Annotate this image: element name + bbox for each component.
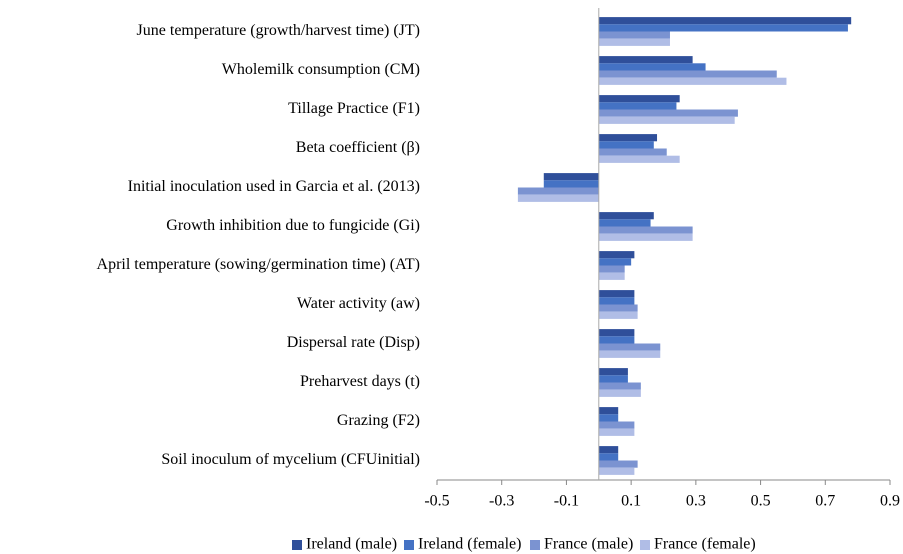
bar <box>598 350 661 358</box>
y-tick-label: June temperature (growth/harvest time) (… <box>137 22 420 39</box>
x-tick-label: -0.1 <box>554 493 579 510</box>
x-tick-label: 0.3 <box>686 493 706 510</box>
x-tick-label: -0.5 <box>424 493 449 510</box>
legend-swatch <box>530 540 540 550</box>
bar <box>598 265 625 273</box>
x-tick-label: 0.9 <box>880 493 900 510</box>
y-tick-label: Wholemilk consumption (CM) <box>222 61 420 78</box>
bar <box>598 389 641 397</box>
bar <box>598 368 628 376</box>
bar <box>598 258 632 266</box>
bar <box>598 109 738 117</box>
bar <box>517 194 599 202</box>
x-tick-label: 0.5 <box>751 493 771 510</box>
y-tick-label: Grazing (F2) <box>337 412 420 429</box>
y-tick-label: Dispersal rate (Disp) <box>287 334 420 351</box>
bar <box>598 407 619 415</box>
y-tick-label: Soil inoculum of mycelium (CFUinitial) <box>161 451 420 468</box>
bar <box>598 148 667 156</box>
y-tick-label: Preharvest days (t) <box>300 373 420 390</box>
bar <box>598 226 693 234</box>
bar <box>598 421 635 429</box>
bar <box>598 311 638 319</box>
bar <box>598 141 654 149</box>
x-tick-label: -0.3 <box>489 493 514 510</box>
legend-swatch <box>640 540 650 550</box>
bar <box>598 414 619 422</box>
legend-label: Ireland (male) <box>306 536 397 553</box>
bar <box>598 102 677 110</box>
bar <box>598 460 638 468</box>
y-tick-label: Water activity (aw) <box>297 295 420 312</box>
y-tick-label: Beta coefficient (β) <box>296 139 420 156</box>
bar <box>598 382 641 390</box>
bar <box>598 233 693 241</box>
bar <box>598 329 635 337</box>
bar <box>598 31 670 39</box>
x-tick-label: 0.7 <box>815 493 835 510</box>
bar <box>598 219 651 227</box>
bar <box>598 290 635 298</box>
bar <box>598 428 635 436</box>
legend-swatch <box>292 540 302 550</box>
bar <box>598 304 638 312</box>
bar <box>598 272 625 280</box>
y-tick-label: Initial inoculation used in Garcia et al… <box>128 178 420 195</box>
bar <box>598 446 619 454</box>
bar <box>598 77 787 85</box>
bar <box>598 56 693 64</box>
bar <box>598 24 848 32</box>
x-tick-label: 0.1 <box>621 493 641 510</box>
legend-swatch <box>404 540 414 550</box>
bar <box>543 173 599 181</box>
bar <box>598 63 706 71</box>
bar <box>598 251 635 259</box>
bar <box>598 38 670 46</box>
bar <box>598 453 619 461</box>
bar <box>598 70 777 78</box>
bar <box>598 116 735 124</box>
legend-label: France (male) <box>544 536 633 553</box>
bar <box>598 212 654 220</box>
legend-label: France (female) <box>654 536 756 553</box>
legend-label: Ireland (female) <box>418 536 521 553</box>
bar <box>517 187 599 195</box>
bar <box>598 134 658 142</box>
bar <box>598 343 661 351</box>
bar <box>598 155 680 163</box>
bar <box>598 297 635 305</box>
y-tick-label: Growth inhibition due to fungicide (Gi) <box>166 217 420 234</box>
bar <box>543 180 599 188</box>
bar <box>598 17 852 25</box>
y-tick-label: April temperature (sowing/germination ti… <box>97 256 420 273</box>
bar <box>598 95 680 103</box>
bar <box>598 375 628 383</box>
bar <box>598 336 635 344</box>
bar <box>598 467 635 475</box>
y-tick-label: Tillage Practice (F1) <box>288 100 420 117</box>
